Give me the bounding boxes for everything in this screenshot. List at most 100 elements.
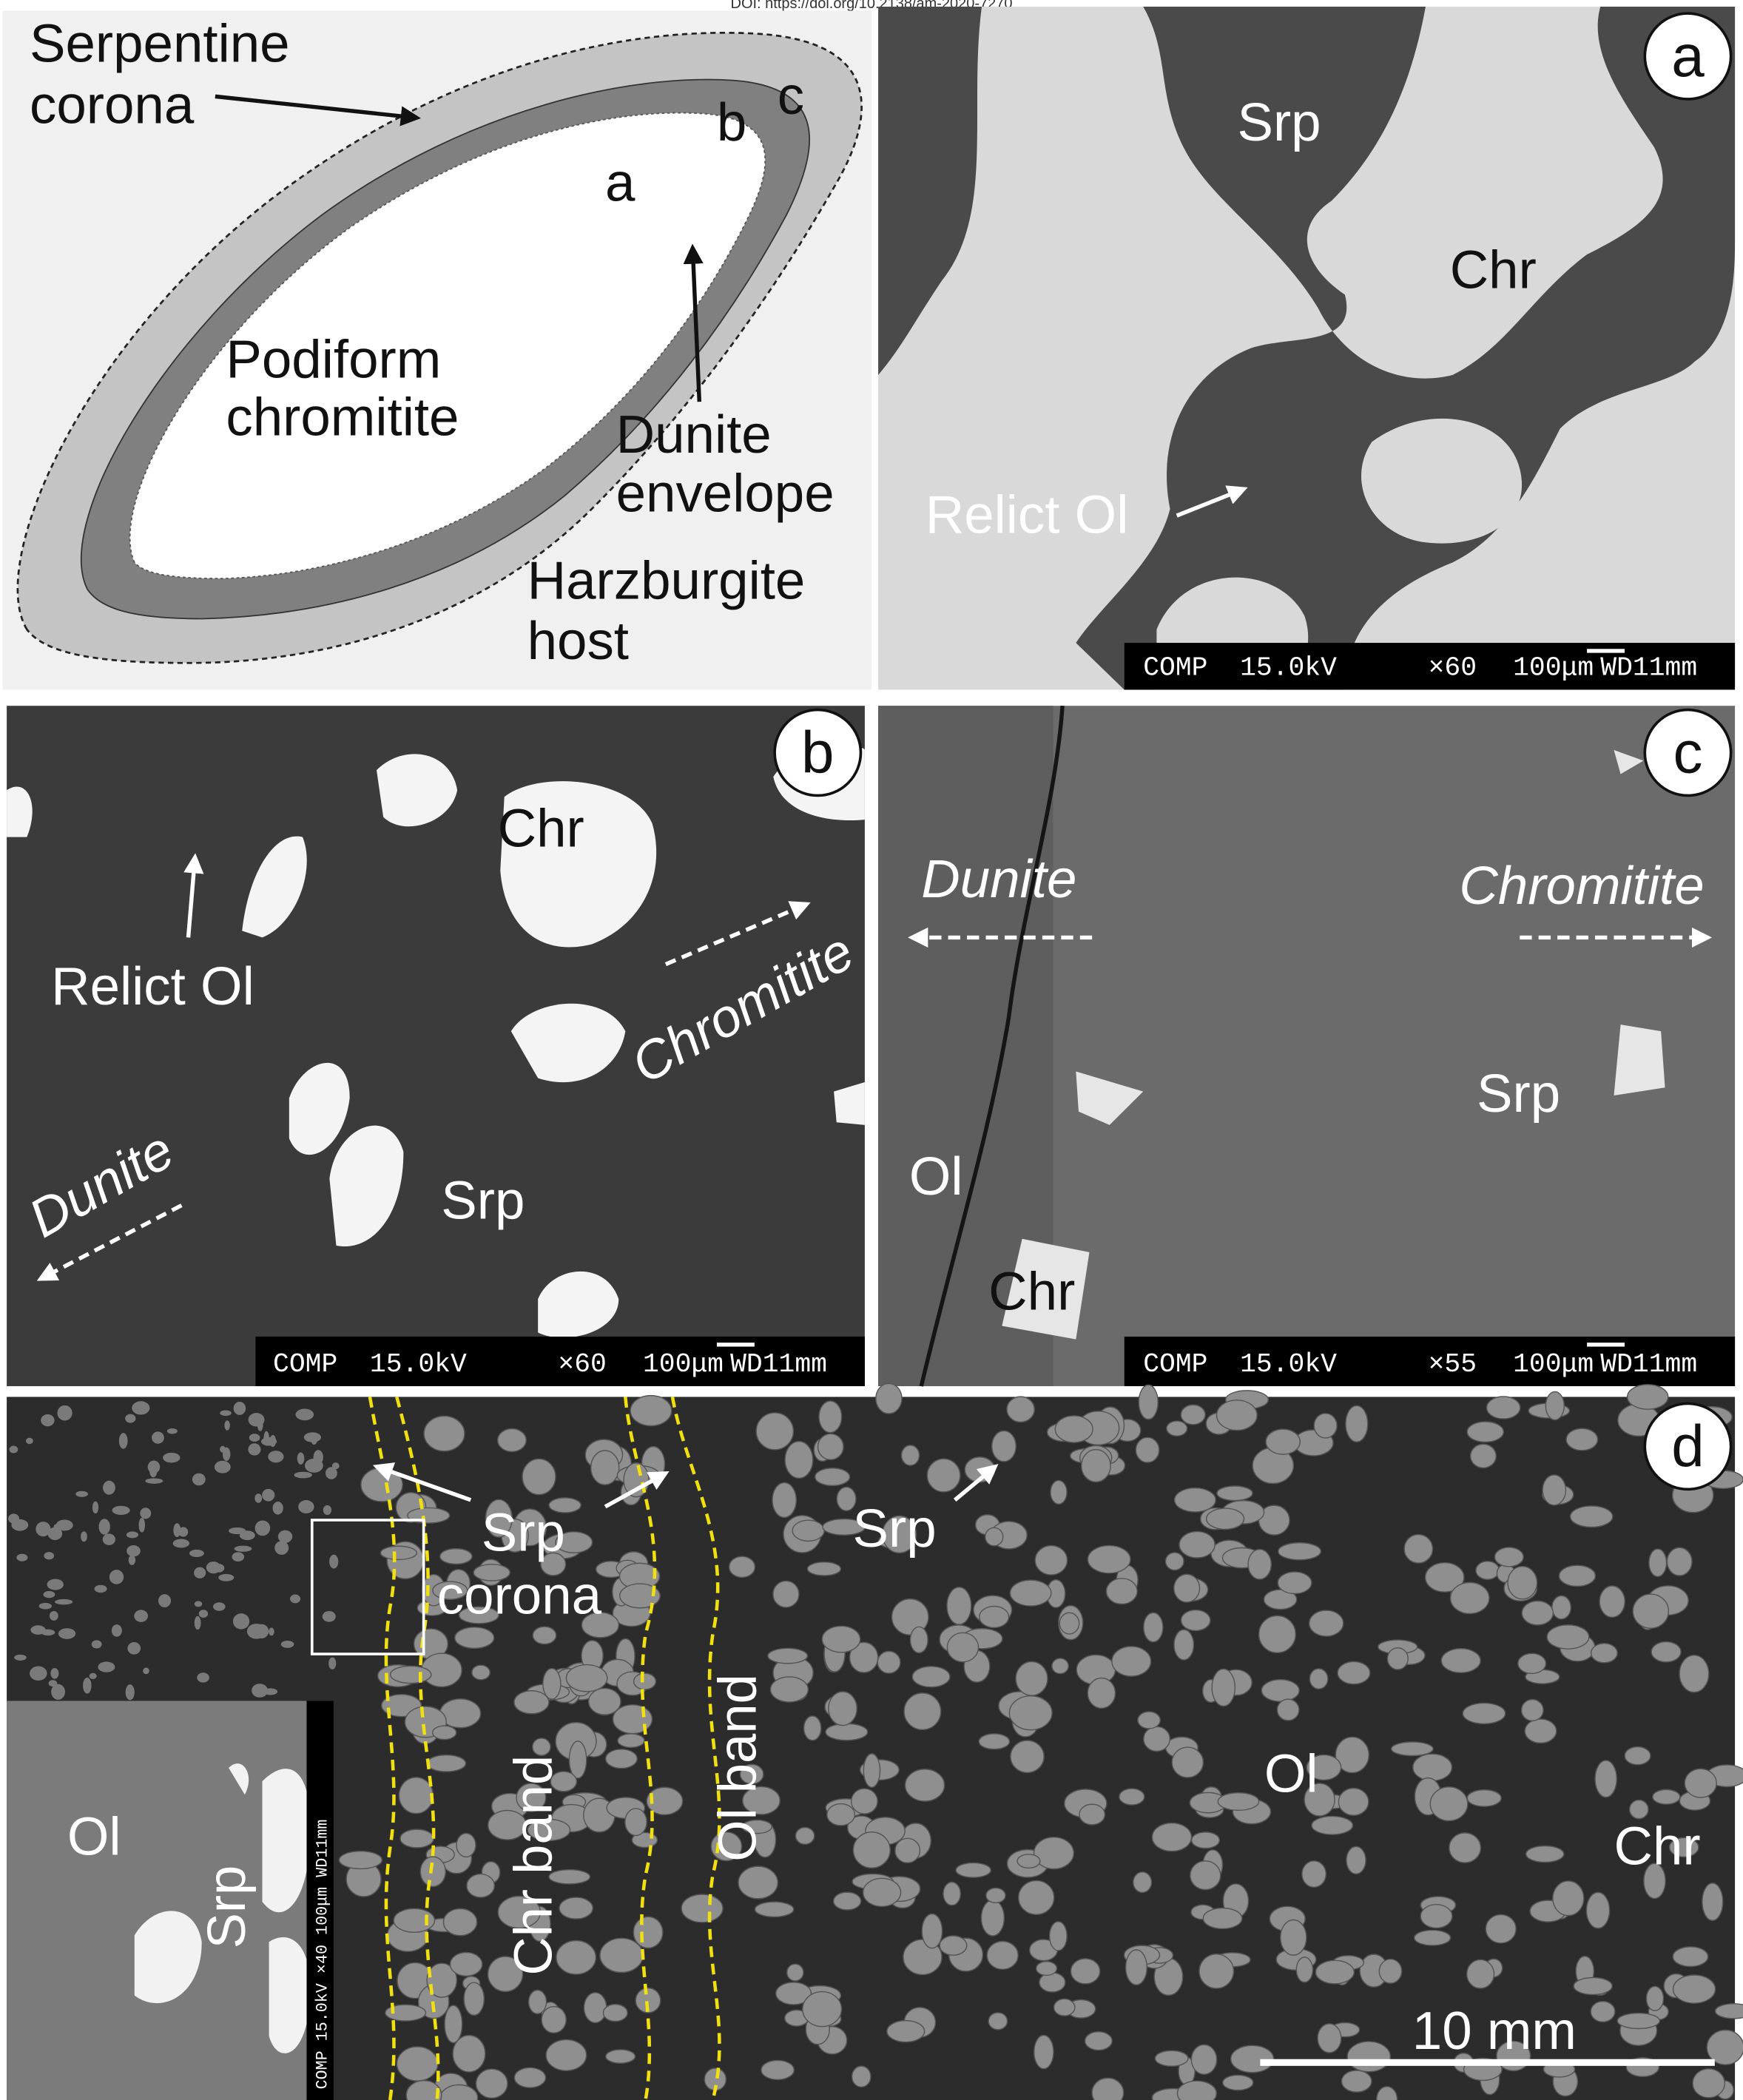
chr-grain [877,1651,900,1673]
chr-grain [1212,1669,1235,1706]
chr-grain [476,2069,508,2098]
chr-grain [1259,1615,1296,1652]
chr-grain [127,1531,138,1538]
chr-grain [514,2067,545,2087]
scale-text: 15.0kV [370,1349,467,1380]
label: Relict Ol [51,956,254,1016]
chr-grain [1430,1787,1467,1821]
label: Ol band [708,1674,768,1862]
label: Serpentine [30,13,290,73]
label: Srp [1477,1064,1560,1124]
chr-grain [1051,1480,1067,1504]
chr-grain [947,1587,971,1624]
chr-grain [420,1857,445,1886]
chr-grain [339,1851,382,1869]
chr-grain [901,1445,919,1465]
chr-grain [1467,1959,1494,1988]
chr-grain [129,1555,136,1564]
chr-grain [195,1616,201,1630]
label: Srp [482,1503,565,1563]
chr-grain [729,1556,755,1577]
chr-grain [956,1863,991,1877]
chr-grain [456,1834,476,1857]
chr-grain [311,1436,317,1445]
chr-grain [262,1489,274,1502]
chr-grain [826,1723,868,1741]
chr-grain [1007,1397,1034,1422]
label: Chr [1450,240,1537,300]
chr-grain [47,1579,64,1590]
chr-grain [681,1894,723,1922]
chr-grain [1673,1947,1707,1967]
chr-grain [1281,1920,1307,1956]
chr-grain [1144,1726,1170,1751]
chr-grain [1574,1977,1612,1994]
chr-grain [1296,1957,1312,1982]
chr-grain [943,1882,960,1905]
chr-grain [1009,1696,1052,1730]
chr-grain [1079,1804,1105,1825]
chr-grain [1144,1613,1163,1641]
chr-grain [257,1419,263,1431]
chr-grain [443,1908,476,1935]
label: Harzburgite [527,550,806,610]
chr-grain [1055,1416,1093,1442]
chr-grain [1312,1816,1353,1834]
chr-grain [41,1414,54,1426]
scale-text: 100μm [1513,653,1594,683]
chr-grain [450,1952,482,1976]
chr-grain [1404,1535,1432,1564]
label: Chr [498,798,584,858]
chr-grain [1174,1630,1193,1660]
chr-grain [464,1982,484,2015]
chr-grain [785,1442,813,1479]
chr-grain [127,1642,141,1655]
chr-grain [455,1627,494,1649]
chr-grain [433,1726,456,1739]
label: Srp [197,1866,257,1949]
chr-grain [603,2005,627,2022]
chr-grain [1451,1582,1489,1613]
chr-grain [1054,1999,1075,2016]
chr-grain [1017,1854,1040,1868]
chr-grain [51,1684,65,1700]
chr-grain [529,1990,547,2013]
panel-b: b Chr Relict Ol Chromitite Dunite Srp CO… [7,706,865,1386]
chr-grain [189,1550,204,1557]
chr-grain [625,1809,647,1836]
chr-grain [274,1541,289,1555]
chr-grain [1138,1712,1160,1729]
chr-grain [1152,1823,1191,1851]
chr-grain [1486,1397,1520,1419]
chr-grain [606,2050,635,2063]
panel-c: c Dunite Chromitite Srp Ol Chr COMP 15.0… [878,706,1735,1386]
chr-grain [542,2007,566,2033]
chr-grain [1190,1861,1221,1890]
chr-grain [1172,1747,1203,1777]
chr-grain [329,1555,338,1569]
chr-grain [1653,1789,1680,1804]
chr-grain [1716,2004,1743,2019]
chr-grain [132,1401,149,1414]
chr-grain [1633,1594,1668,1628]
chr-grain [14,1655,27,1661]
chr-grain [533,1627,556,1644]
chr-grain [1174,1574,1200,1602]
chr-grain [397,2047,438,2081]
chr-grain [1346,1405,1368,1442]
chr-grain [1277,1699,1299,1721]
scale-text: COMP [1143,653,1207,683]
chr-grain [863,1754,880,1787]
chr-grain [1508,1567,1537,1599]
chr-grain [1673,1975,1716,2003]
chr-grain [30,1667,47,1681]
chr-grain [589,1688,621,1715]
chr-grain [1525,1719,1557,1743]
scale-text: ×60 [558,1349,606,1380]
chr-grain [119,1433,128,1448]
chr-grain [1278,1543,1321,1560]
chr-grain [206,1562,221,1573]
chr-grain [1559,1565,1595,1586]
chr-grain [92,1640,102,1648]
chr-grain [1181,1405,1205,1425]
